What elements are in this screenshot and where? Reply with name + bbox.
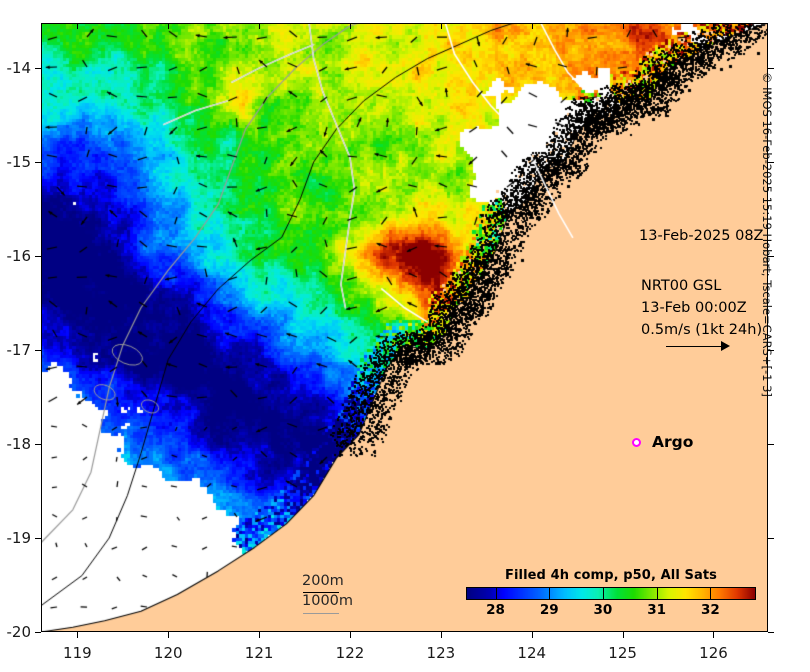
colorbar-tick-label: 32 (700, 602, 720, 618)
y-axis-label: -14 (6, 59, 32, 78)
colorbar-tick-label: 28 (486, 602, 505, 618)
x-axis-label: 121 (244, 644, 274, 662)
sst-timestamp-label: 13-Feb-2025 08Z (639, 228, 764, 244)
colorbar-tick (602, 587, 604, 600)
x-axis-tick-top (168, 23, 170, 29)
x-axis-tick (77, 632, 79, 638)
y-axis-label: -18 (6, 435, 32, 454)
current-scale-label: 0.5m/s (1kt 24h) (641, 322, 763, 338)
argo-legend-label: Argo (652, 433, 694, 451)
y-axis-tick (35, 538, 41, 540)
colorbar-tick (495, 587, 497, 600)
current-time-label: 13-Feb 00:00Z (641, 300, 747, 316)
x-axis-label: 125 (608, 644, 637, 662)
y-axis-label: -15 (6, 153, 32, 172)
x-axis-tick (168, 632, 170, 638)
colorbar-tick-label: 29 (539, 602, 559, 618)
x-axis-tick (713, 632, 715, 638)
depth-1000m-line (303, 613, 339, 614)
y-axis-tick-right (768, 162, 774, 164)
depth-200m-line (303, 592, 339, 593)
y-axis-tick (35, 256, 41, 258)
x-axis-label: 123 (426, 644, 456, 662)
y-axis-tick (35, 632, 41, 633)
map-plot-area[interactable]: 13-Feb-2025 08Z NRT00 GSL 13-Feb 00:00Z … (41, 23, 768, 632)
x-axis-label: 122 (335, 644, 365, 662)
x-axis-tick (259, 632, 261, 638)
x-axis-tick-top (349, 23, 351, 29)
y-axis-tick (35, 162, 41, 164)
x-axis-label: 120 (153, 644, 183, 662)
depth-200m-label: 200m (302, 573, 344, 589)
x-axis-tick-top (622, 23, 624, 29)
y-axis-label: -19 (6, 529, 32, 548)
y-axis-label: -20 (6, 623, 32, 641)
y-axis-tick (35, 68, 41, 70)
y-axis-tick-right (768, 444, 774, 446)
y-axis-tick-right (768, 256, 774, 258)
x-axis-tick (531, 632, 533, 638)
x-axis-tick (622, 632, 624, 638)
y-axis-label: -17 (6, 341, 32, 360)
x-axis-tick-top (77, 23, 79, 29)
sst-map-canvas (41, 23, 768, 632)
colorbar-gradient (466, 587, 756, 600)
x-axis-label: 126 (699, 644, 728, 662)
y-axis-tick-right (768, 350, 774, 352)
y-axis-tick (35, 350, 41, 352)
current-source-label: NRT00 GSL (641, 278, 722, 294)
y-axis-tick (35, 444, 41, 446)
argo-legend: Argo (632, 433, 693, 451)
x-axis-tick-top (531, 23, 533, 29)
x-axis-tick (440, 632, 442, 638)
colorbar: Filled 4h comp, p50, All Sats 28 29 30 31 32 (466, 568, 756, 630)
x-axis-label: 124 (517, 644, 547, 662)
x-axis-tick-top (440, 23, 442, 29)
y-axis-label: -16 (6, 247, 32, 266)
colorbar-tick (710, 587, 712, 600)
current-scale-arrow-icon (666, 341, 732, 351)
colorbar-tick-label: 30 (593, 602, 613, 618)
x-axis-tick-top (713, 23, 715, 29)
y-axis-tick-right (768, 68, 774, 70)
y-axis-tick-right (768, 538, 774, 540)
colorbar-title: Filled 4h comp, p50, All Sats (504, 568, 718, 583)
x-axis-tick-top (259, 23, 261, 29)
colorbar-tick (549, 587, 551, 600)
colorbar-tick (656, 587, 658, 600)
x-axis-label: 119 (63, 644, 92, 662)
y-axis-tick-right (768, 632, 774, 633)
depth-1000m-label: 1000m (302, 593, 354, 609)
colorbar-tick-label: 31 (647, 602, 667, 618)
x-axis-tick (349, 632, 351, 638)
argo-marker-icon (632, 437, 641, 447)
